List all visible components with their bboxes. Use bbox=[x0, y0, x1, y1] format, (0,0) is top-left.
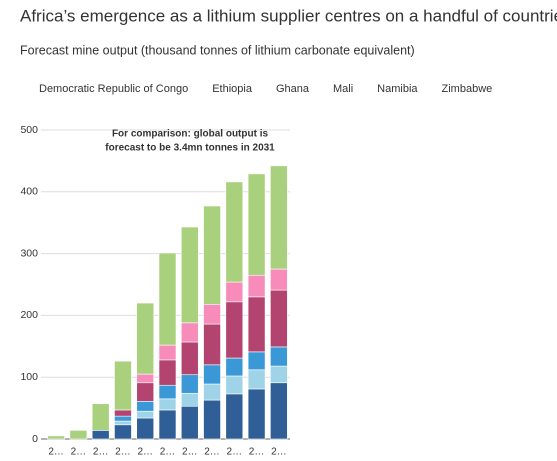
bar-segment bbox=[180, 341, 199, 376]
bar-segment bbox=[203, 303, 221, 325]
bar-segment bbox=[247, 369, 266, 390]
bar-segment bbox=[203, 383, 221, 401]
bar-segment bbox=[114, 360, 132, 411]
bar-segment bbox=[203, 323, 221, 366]
bar-segment bbox=[247, 296, 266, 353]
bar-segment bbox=[270, 382, 288, 440]
bar-segment bbox=[270, 289, 288, 348]
bar-segment bbox=[136, 302, 155, 375]
bar-segment bbox=[203, 364, 221, 385]
bar-segment bbox=[225, 281, 244, 303]
bar-segment bbox=[136, 382, 155, 402]
bar-segment bbox=[247, 351, 266, 371]
legend-label: Ethiopia bbox=[212, 83, 253, 95]
bar-segment bbox=[69, 430, 88, 440]
bar-segment bbox=[180, 322, 199, 343]
bar-segment bbox=[225, 181, 244, 283]
legend-label: Democratic Republic of Congo bbox=[39, 83, 188, 95]
bar-segment bbox=[136, 417, 155, 440]
legend-label: Mali bbox=[333, 83, 353, 95]
bar-segment bbox=[247, 388, 266, 440]
legend-label: Ghana bbox=[276, 83, 310, 95]
x-tick-label: 2… bbox=[204, 447, 220, 458]
x-tick-label: 2… bbox=[227, 447, 243, 458]
bar-segment bbox=[47, 435, 65, 440]
x-tick-label: 2… bbox=[160, 447, 176, 458]
legend-label: Zimbabwe bbox=[442, 83, 493, 95]
x-tick-label: 2… bbox=[137, 447, 153, 458]
bar-segment bbox=[136, 410, 155, 419]
bar-segment bbox=[270, 365, 288, 384]
bar-segment bbox=[136, 373, 155, 384]
bar-segment bbox=[158, 409, 177, 440]
bar-segment bbox=[158, 359, 177, 386]
bar-segment bbox=[91, 403, 110, 431]
bar-segment bbox=[114, 424, 132, 440]
bar-segment bbox=[225, 301, 244, 359]
bar-segment bbox=[158, 398, 177, 411]
bar-segment bbox=[91, 430, 110, 440]
x-tick-label: 2… bbox=[249, 447, 265, 458]
annotation: For comparison: global output is bbox=[112, 129, 269, 140]
bar-segment bbox=[158, 252, 177, 346]
chart-subtitle: Forecast mine output (thousand tonnes of… bbox=[20, 43, 415, 57]
y-tick-label: 100 bbox=[20, 371, 38, 383]
x-tick-label: 2… bbox=[182, 447, 198, 458]
bar-segment bbox=[225, 375, 244, 395]
y-tick-label: 400 bbox=[20, 186, 38, 198]
bar-segment bbox=[158, 384, 177, 400]
bar-segment bbox=[114, 420, 132, 426]
bar-segment bbox=[180, 392, 199, 407]
chart-title: Africa’s emergence as a lithium supplier… bbox=[20, 6, 557, 25]
x-tick-label: 2… bbox=[115, 447, 131, 458]
bar-segment bbox=[270, 346, 288, 367]
bar-segment bbox=[180, 374, 199, 394]
y-tick-label: 300 bbox=[20, 247, 38, 259]
bar-segment bbox=[203, 399, 221, 440]
bar-segment bbox=[225, 393, 244, 440]
annotation: forecast to be 3.4mn tonnes in 2031 bbox=[105, 143, 275, 154]
x-tick-label: 2… bbox=[71, 447, 87, 458]
legend-label: Namibia bbox=[377, 83, 418, 95]
bar-segment bbox=[270, 165, 288, 270]
bar-segment bbox=[247, 173, 266, 276]
y-tick-label: 0 bbox=[32, 433, 38, 445]
bar-segment bbox=[136, 401, 155, 412]
x-tick-label: 2… bbox=[93, 447, 109, 458]
bar-segment bbox=[114, 409, 132, 417]
bar-segment bbox=[180, 226, 199, 324]
bar-segment bbox=[180, 405, 199, 440]
bar-segment bbox=[158, 344, 177, 361]
x-tick-label: 2… bbox=[48, 447, 64, 458]
x-tick-label: 2… bbox=[271, 447, 287, 458]
bar-segment bbox=[203, 205, 221, 305]
bar-segment bbox=[114, 415, 132, 422]
bar-segment bbox=[270, 268, 288, 291]
y-tick-label: 200 bbox=[20, 309, 38, 321]
y-tick-label: 500 bbox=[20, 124, 38, 136]
bar-segment bbox=[247, 274, 266, 298]
bar-segment bbox=[225, 357, 244, 377]
